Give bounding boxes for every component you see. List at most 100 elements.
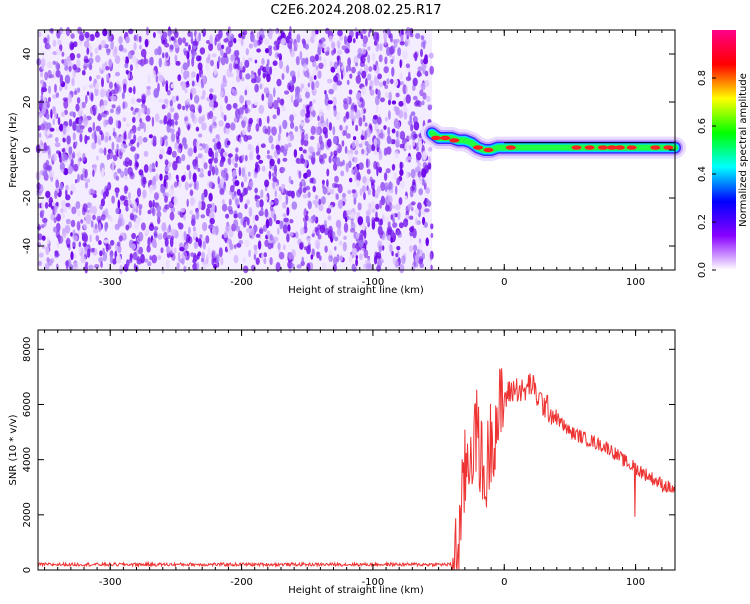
noise-blot: [193, 146, 197, 154]
noise-blot: [149, 255, 152, 261]
noise-blot: [170, 132, 176, 143]
noise-blot: [152, 70, 156, 79]
noise-blot: [312, 99, 316, 104]
noise-blot: [72, 241, 76, 248]
noise-blot: [421, 168, 427, 178]
noise-blot: [36, 58, 41, 66]
noise-blot: [366, 168, 371, 175]
noise-blot: [387, 181, 394, 191]
noise-blot: [347, 215, 350, 221]
noise-blot: [342, 241, 347, 252]
noise-blot: [379, 218, 383, 226]
noise-blot: [146, 85, 152, 90]
noise-blot: [95, 235, 100, 242]
noise-blot: [321, 262, 327, 270]
noise-blot: [289, 232, 294, 237]
noise-blot: [384, 38, 387, 46]
noise-blot: [290, 95, 294, 103]
noise-blot: [60, 212, 65, 220]
noise-blot: [130, 106, 134, 111]
noise-blot: [399, 130, 406, 140]
noise-blot: [418, 242, 423, 250]
noise-blot: [271, 126, 277, 136]
noise-blot: [349, 228, 356, 233]
noise-blot: [209, 163, 213, 172]
noise-blot: [54, 208, 59, 218]
noise-blot: [361, 221, 366, 231]
noise-blot: [51, 201, 55, 207]
noise-blot: [294, 231, 299, 239]
noise-blot: [309, 76, 313, 84]
noise-blot: [266, 59, 270, 66]
noise-blot: [137, 126, 141, 132]
noise-blot: [326, 179, 329, 187]
noise-blot: [300, 227, 305, 235]
noise-blot: [187, 124, 191, 131]
noise-blot: [417, 171, 422, 178]
noise-blot: [78, 241, 82, 248]
noise-blot: [346, 96, 350, 104]
noise-blot: [213, 121, 217, 127]
noise-blot: [272, 99, 279, 110]
noise-blot: [183, 265, 187, 273]
noise-blot: [269, 158, 275, 167]
noise-blot: [268, 217, 273, 227]
noise-blot: [297, 158, 302, 165]
noise-blot: [342, 192, 346, 199]
noise-blot: [104, 61, 108, 68]
noise-blot: [205, 62, 209, 72]
noise-blot: [374, 189, 380, 197]
noise-blot: [272, 114, 277, 120]
noise-blot: [185, 244, 189, 250]
x-tick-label: 0: [501, 577, 507, 588]
noise-blot: [281, 183, 286, 189]
noise-blot: [177, 103, 182, 110]
track-hotspot: [440, 135, 451, 141]
noise-blot: [290, 121, 295, 129]
track-hotspot: [663, 145, 674, 150]
noise-blot: [271, 143, 275, 150]
noise-blot: [413, 133, 418, 139]
noise-blot: [81, 101, 86, 109]
noise-blot: [277, 158, 281, 165]
noise-blot: [243, 265, 249, 274]
noise-blot: [160, 247, 164, 254]
noise-blot: [208, 192, 213, 202]
noise-blot: [309, 105, 314, 113]
noise-blot: [92, 169, 95, 177]
noise-blot: [63, 98, 69, 109]
noise-blot: [216, 141, 222, 150]
noise-blot: [209, 211, 215, 221]
noise-blot: [351, 247, 358, 257]
noise-blot: [384, 56, 388, 65]
noise-blot: [113, 132, 117, 139]
noise-blot: [143, 150, 149, 157]
noise-blot: [324, 245, 328, 253]
noise-blot: [215, 134, 220, 140]
noise-blot: [383, 172, 388, 181]
noise-blot: [92, 205, 97, 216]
noise-blot: [359, 253, 363, 261]
noise-blot: [345, 65, 349, 73]
noise-blot: [198, 32, 202, 42]
colorbar-tick-label: 0.8: [697, 70, 708, 86]
noise-blot: [77, 87, 81, 93]
noise-blot: [396, 230, 402, 236]
noise-blot: [333, 162, 338, 171]
noise-blot: [156, 210, 162, 218]
noise-blot: [89, 204, 94, 214]
noise-blot: [371, 52, 376, 62]
noise-blot: [268, 135, 274, 144]
y-tick-label: -20: [22, 190, 33, 206]
noise-blot: [106, 73, 110, 81]
noise-blot: [59, 74, 64, 85]
noise-blot: [316, 242, 320, 250]
noise-blot: [64, 84, 68, 91]
noise-blot: [261, 165, 266, 172]
noise-blot: [375, 46, 379, 52]
noise-blot: [394, 204, 401, 211]
noise-blot: [225, 213, 230, 219]
noise-blot: [255, 257, 260, 265]
noise-blot: [112, 161, 116, 167]
noise-blot: [158, 74, 164, 83]
